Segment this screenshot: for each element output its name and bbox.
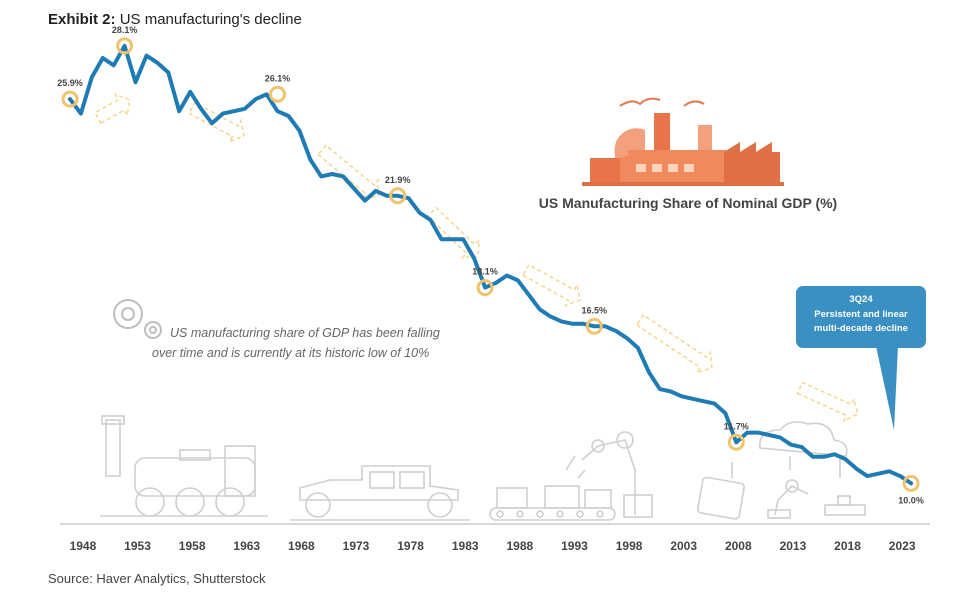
annotation-label: 28.1% (112, 25, 138, 35)
x-tick-label: 1953 (124, 539, 151, 553)
annotation-markers: 25.9% 28.1% 26.1% 21.9% 18.1% 16.5% 11.7% 10.0% (57, 25, 924, 505)
callout-line-1: 3Q24 (849, 294, 873, 305)
callout-line-2: Persistent and linear (814, 309, 908, 320)
annotation-marker (116, 37, 134, 55)
annotation-label: 16.5% (582, 305, 608, 315)
digital-industry-sketch (697, 421, 866, 520)
gear-icon (113, 299, 162, 339)
annotation-marker (389, 187, 407, 205)
x-axis-ticks: 1948 1953 1958 1963 1968 1973 1978 1983 1988 1993… (70, 539, 916, 553)
trend-arrows-decoration (94, 93, 859, 423)
x-tick-label: 1968 (288, 539, 315, 553)
trend-arrow (317, 144, 379, 201)
trend-arrow (426, 206, 480, 259)
annotation-marker (727, 433, 745, 451)
chart-title: US Manufacturing Share of Nominal GDP (%… (539, 195, 837, 211)
x-tick-label: 2013 (780, 539, 807, 553)
exhibit-title: Exhibit 2: US manufacturing's decline (48, 11, 302, 28)
x-tick-label: 1988 (506, 539, 533, 553)
source-note: Source: Haver Analytics, Shutterstock (48, 571, 266, 586)
chart-note-line-2: over time and is currently at its histor… (152, 346, 429, 360)
exhibit-title-text: US manufacturing's decline (119, 11, 302, 28)
callout-box: 3Q24 Persistent and linear multi-decade … (796, 286, 926, 430)
annotation-marker (585, 317, 603, 335)
annotation-marker (902, 474, 920, 492)
annotation-label: 21.9% (385, 175, 411, 185)
trend-arrow (188, 101, 245, 144)
annotation-marker (61, 90, 79, 108)
x-tick-label: 1973 (343, 539, 370, 553)
annotation-label: 10.0% (898, 495, 924, 505)
locomotive-sketch (100, 415, 268, 517)
x-tick-label: 1948 (70, 539, 97, 553)
annotation-marker (269, 85, 287, 103)
x-tick-label: 1998 (616, 539, 643, 553)
annotation-label: 25.9% (57, 78, 83, 88)
x-tick-label: 2023 (889, 539, 916, 553)
trend-arrow (796, 381, 859, 423)
chart-note-line-1: US manufacturing share of GDP has been f… (170, 326, 440, 340)
x-tick-label: 1978 (397, 539, 424, 553)
x-tick-label: 1958 (179, 539, 206, 553)
annotation-label: 11.7% (724, 421, 749, 431)
industrial-sketches-decoration (60, 299, 930, 525)
trend-arrow (635, 313, 713, 374)
series-line (68, 43, 914, 486)
annotation-marker (476, 279, 494, 297)
exhibit-label: Exhibit 2: (48, 11, 116, 28)
x-tick-label: 2018 (834, 539, 861, 553)
factory-icon (582, 97, 784, 186)
trend-arrow (522, 263, 581, 308)
assembly-line-sketch (489, 431, 653, 521)
x-tick-label: 2008 (725, 539, 752, 553)
annotation-label: 18.1% (472, 267, 498, 277)
x-tick-label: 1993 (561, 539, 588, 553)
annotation-label: 26.1% (265, 73, 291, 83)
x-tick-label: 1983 (452, 539, 479, 553)
x-tick-label: 1963 (233, 539, 260, 553)
trend-arrow (94, 93, 131, 125)
x-tick-label: 2003 (670, 539, 697, 553)
callout-line-3: multi-decade decline (814, 323, 908, 334)
vintage-car-sketch (290, 465, 470, 521)
